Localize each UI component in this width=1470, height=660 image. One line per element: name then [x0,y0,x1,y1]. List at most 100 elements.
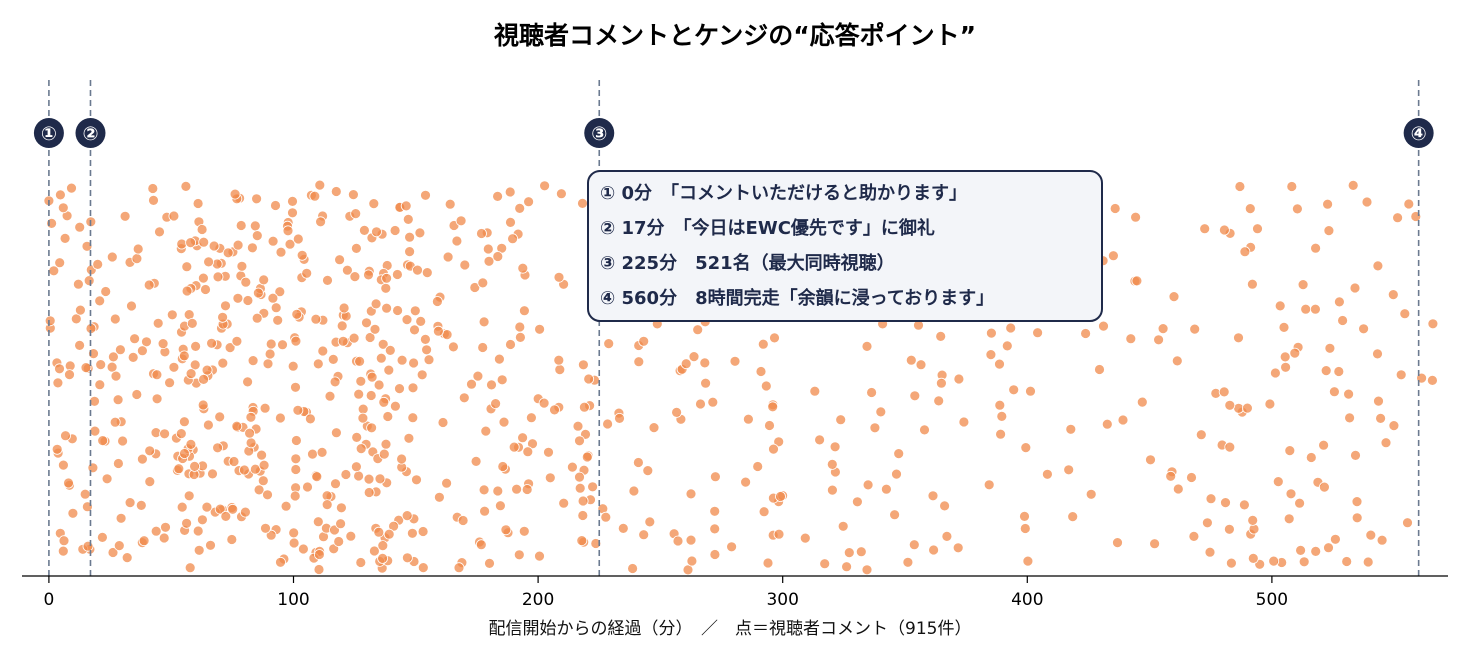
comment-point [314,179,326,191]
comment-point [1032,327,1043,339]
comment-point [994,399,1006,411]
comment-point [200,284,211,295]
comment-point [628,485,640,497]
comment-point [809,385,821,397]
comment-point [131,389,143,400]
comment-point [699,357,711,369]
comment-point [366,371,378,383]
comment-point [355,375,367,387]
comment-point [51,443,63,455]
comment-point [1109,203,1121,214]
comment-point [835,414,847,426]
comment-point [710,471,721,483]
comment-point [275,246,287,258]
comment-point [497,461,509,472]
comment-point [135,499,147,511]
comment-point [274,286,286,298]
comment-point [480,425,492,437]
comment-point [482,243,494,255]
comment-point [355,557,367,568]
comment-point [178,350,190,362]
comment-point [581,451,593,463]
comment-point [773,436,785,448]
comment-point [1168,291,1180,303]
comment-point [364,332,376,343]
comment-point [89,395,100,407]
comment-point [707,396,719,408]
comment-point [74,221,86,233]
comment-point [242,295,254,306]
comment-point [478,484,490,496]
comment-point [327,353,339,365]
comment-point [881,483,892,495]
comment-point [217,311,229,323]
comment-point [409,305,421,317]
comment-point [212,442,224,454]
comment-point [173,463,185,475]
comment-point [350,461,362,473]
comment-point [238,464,250,476]
comment-point [1330,533,1341,545]
comment-point [222,247,234,259]
comment-point [514,202,526,214]
comment-point [288,537,300,549]
comment-point [115,344,126,356]
comment-point [87,462,99,474]
comment-point [421,267,433,279]
comment-point [688,351,700,363]
comment-point [366,422,378,434]
comment-point [644,516,656,528]
comment-point [288,527,300,539]
comment-point [1080,328,1091,339]
comment-point [648,422,660,434]
comment-point [292,233,304,245]
comment-point [1252,223,1263,235]
comment-point [368,198,380,210]
comment-point [333,536,345,547]
comment-point [144,476,156,488]
comment-point [275,556,286,568]
comment-point [58,459,69,471]
annotation-box: ① 0分 「コメントいただけると助かります」 ② 17分 「今日はEWC優先です… [587,170,1103,322]
comment-point [121,552,133,563]
comment-point [310,313,322,325]
comment-point [1351,512,1363,524]
comment-point [408,357,420,369]
comment-point [1427,318,1439,330]
comment-point [185,237,197,249]
comment-point [280,500,292,512]
comment-point [290,435,302,446]
comment-point [336,320,348,332]
comment-point [108,351,119,363]
comment-point [1283,513,1295,525]
comment-point [226,534,238,545]
comment-point [453,562,465,574]
comment-point [1279,351,1291,363]
comment-point [419,333,431,345]
comment-point [258,274,270,286]
comment-point [1376,534,1388,546]
comment-point [377,553,389,564]
comment-point [190,340,202,352]
comment-point [775,491,786,502]
comment-point [1388,420,1400,432]
comment-point [375,352,387,364]
comment-point [1247,515,1259,526]
comment-point [374,473,386,485]
comment-point [224,342,236,354]
comment-point [338,302,350,314]
comment-point [1063,464,1075,476]
comment-point [256,449,268,461]
comment-point [507,233,518,245]
comment-point [63,477,74,489]
comment-point [403,432,415,444]
comment-point [297,543,309,555]
comment-point [392,305,404,316]
comment-point [265,338,277,350]
comment-point [307,448,318,460]
comment-point [478,316,490,328]
comment-point [577,495,589,507]
comment-point [996,410,1008,422]
comment-point [1300,303,1312,315]
